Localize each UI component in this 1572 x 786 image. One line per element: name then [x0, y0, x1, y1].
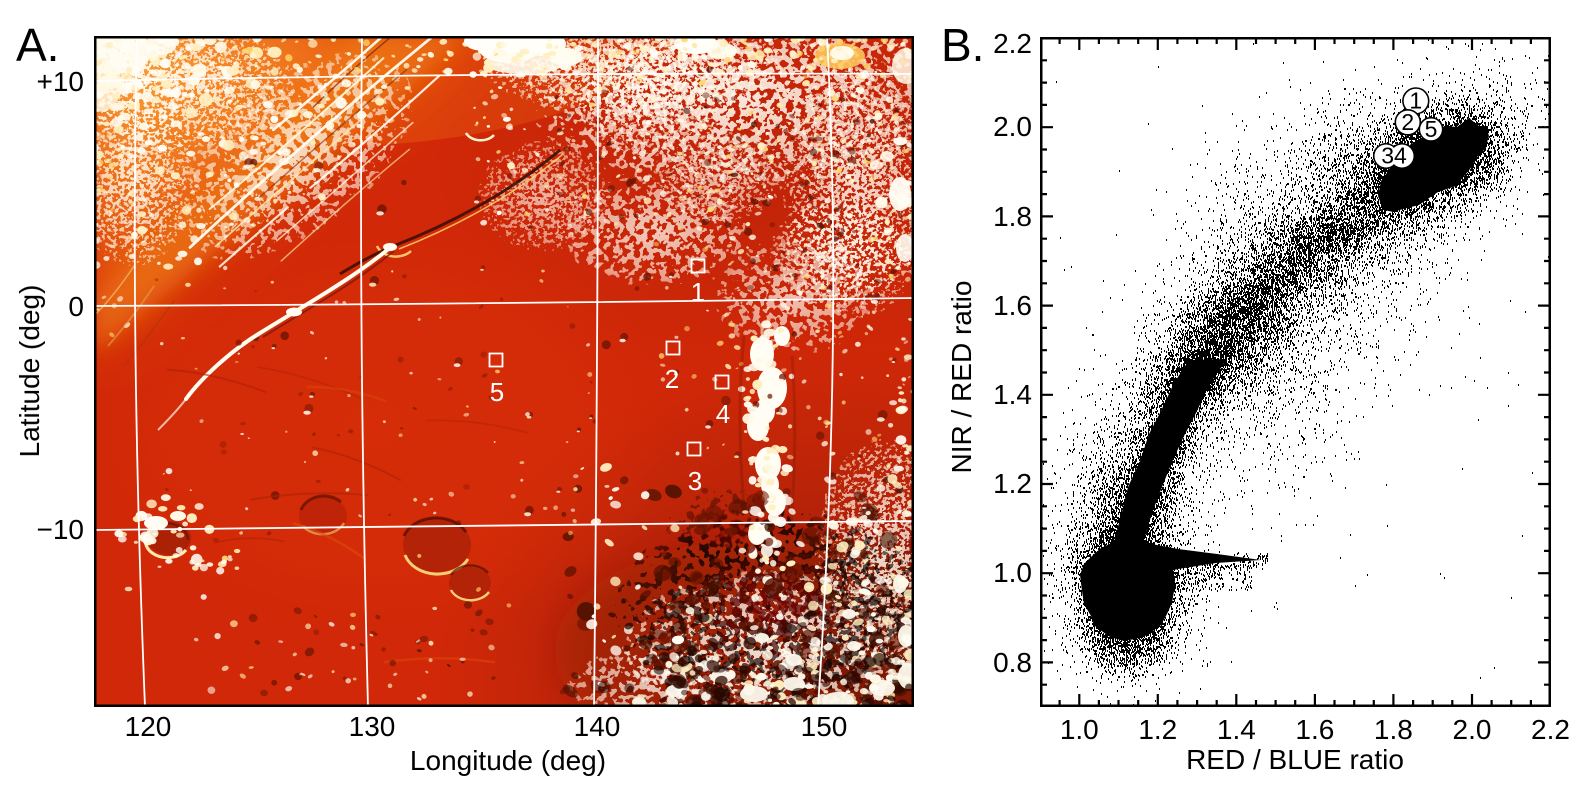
svg-text:2: 2 [665, 364, 679, 394]
svg-text:5: 5 [1425, 116, 1438, 142]
svg-text:3: 3 [688, 466, 702, 496]
svg-text:4: 4 [716, 399, 730, 429]
svg-text:5: 5 [490, 377, 504, 407]
svg-text:34: 34 [1381, 143, 1407, 169]
svg-text:2: 2 [1401, 109, 1414, 135]
svg-text:1: 1 [691, 277, 705, 307]
svg-text:1: 1 [1409, 87, 1422, 113]
